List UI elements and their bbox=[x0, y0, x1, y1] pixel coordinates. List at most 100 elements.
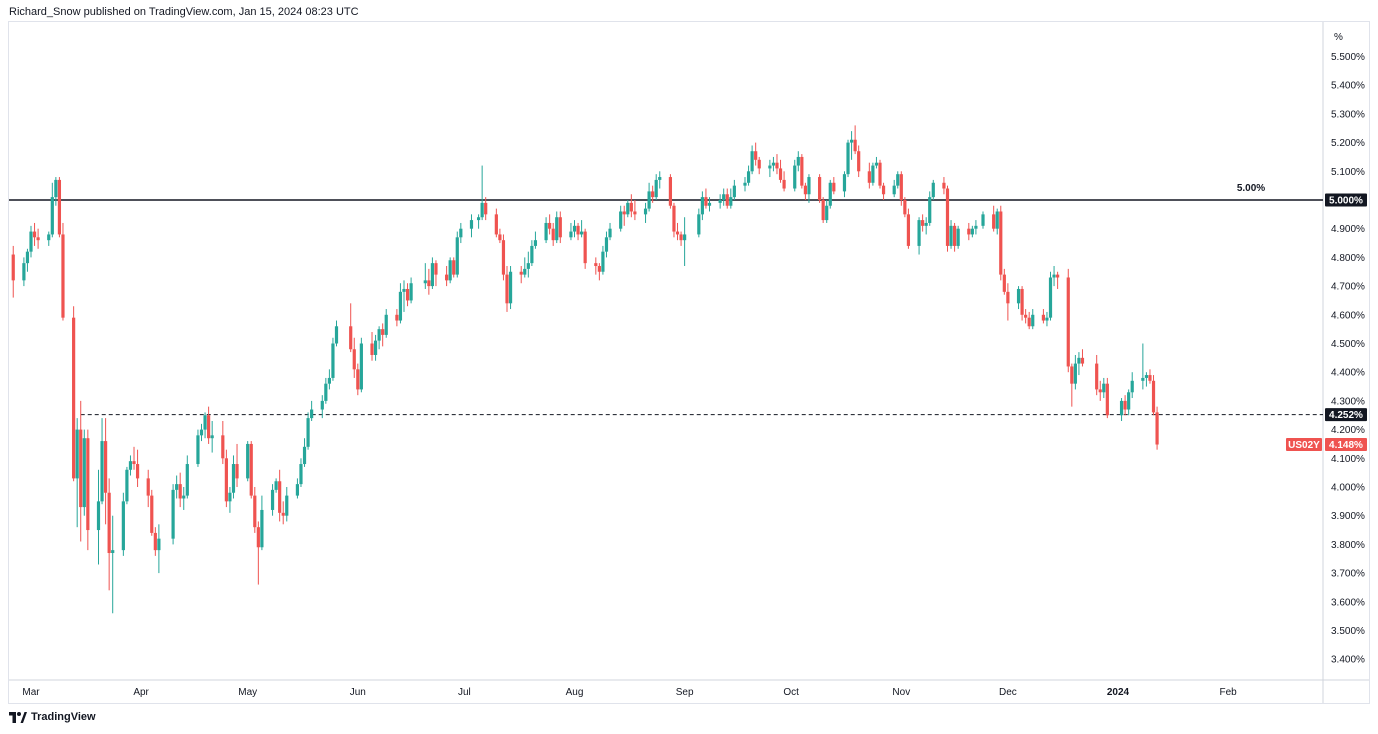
candle-body bbox=[228, 492, 232, 502]
candle-body bbox=[626, 202, 630, 215]
candle-body bbox=[103, 441, 108, 493]
candle-body bbox=[57, 179, 62, 235]
candle-body bbox=[800, 156, 804, 186]
candle-body bbox=[867, 171, 871, 183]
candle-body bbox=[924, 222, 928, 226]
price-axis: 3.400% 3.500% 3.600% 3.700% 3.800% 3.900% 4.00… bbox=[1331, 32, 1365, 666]
five-percent-label: 5.00% bbox=[1237, 183, 1265, 194]
candle-body bbox=[896, 174, 900, 186]
candle-body bbox=[668, 177, 673, 206]
candle-body bbox=[853, 139, 857, 152]
five-percent-axis-tag-bg bbox=[1325, 193, 1367, 207]
candle-body bbox=[1016, 288, 1021, 304]
y-tick-label: 4.900% bbox=[1331, 224, 1365, 235]
x-tick-label: Apr bbox=[133, 687, 149, 698]
candle-body bbox=[530, 245, 534, 264]
x-tick-label: Jun bbox=[350, 687, 366, 698]
level-lines: 5.00% bbox=[9, 183, 1323, 416]
candle-body bbox=[1123, 400, 1127, 410]
candle-body bbox=[672, 205, 676, 232]
x-tick-label: Aug bbox=[566, 687, 584, 698]
candle-body bbox=[874, 162, 879, 166]
candle-body bbox=[1155, 412, 1159, 445]
candle-body bbox=[125, 469, 129, 502]
candle-body bbox=[352, 349, 356, 370]
x-tick-label: Nov bbox=[892, 687, 910, 698]
candle-body bbox=[146, 478, 150, 496]
candle-body bbox=[32, 231, 37, 238]
y-unit-label: % bbox=[1334, 32, 1343, 43]
candle-body bbox=[295, 484, 300, 496]
candle-body bbox=[132, 461, 136, 465]
candle-body bbox=[185, 464, 189, 496]
candle-body bbox=[1048, 277, 1053, 318]
candle-body bbox=[1119, 400, 1124, 416]
y-tick-label: 3.400% bbox=[1331, 655, 1365, 666]
candle-body bbox=[1045, 317, 1049, 321]
last-price-axis-tag-bg bbox=[1325, 438, 1367, 452]
candle-body bbox=[633, 211, 637, 215]
candle-body bbox=[82, 438, 86, 508]
x-tick-label: 2024 bbox=[1107, 687, 1130, 698]
chart-frame bbox=[8, 21, 1370, 704]
candle-body bbox=[619, 211, 623, 229]
candle-body bbox=[725, 194, 729, 206]
candle-body bbox=[771, 162, 776, 166]
y-tick-label: 5.300% bbox=[1331, 109, 1365, 120]
candle-body bbox=[135, 464, 140, 479]
candle-body bbox=[548, 222, 552, 229]
candle-body bbox=[231, 464, 236, 493]
candle-body bbox=[398, 291, 403, 321]
candle-body bbox=[807, 177, 811, 195]
candle-body bbox=[402, 288, 406, 292]
y-tick-label: 3.900% bbox=[1331, 511, 1365, 522]
candle-body bbox=[569, 231, 573, 238]
candle-body bbox=[409, 283, 413, 301]
candle-body bbox=[480, 202, 484, 218]
candle-body bbox=[952, 225, 957, 246]
candle-body bbox=[86, 438, 90, 531]
candle-body bbox=[107, 492, 111, 554]
candle-body bbox=[430, 263, 435, 287]
candle-body bbox=[608, 228, 612, 238]
candle-body bbox=[249, 443, 253, 496]
candle-body bbox=[11, 254, 15, 281]
candle-body bbox=[576, 225, 580, 235]
candle-body bbox=[999, 211, 1003, 275]
candle-body bbox=[61, 234, 65, 318]
candle-body bbox=[207, 415, 211, 439]
candle-body bbox=[526, 263, 530, 269]
candle-body bbox=[1148, 375, 1152, 381]
candle-body bbox=[1144, 375, 1149, 378]
x-tick-label: Oct bbox=[783, 687, 799, 698]
candle-body bbox=[700, 197, 704, 215]
y-tick-label: 3.600% bbox=[1331, 597, 1365, 608]
price-tags: 5.000% 4.252% 4.148% US02Y bbox=[1286, 193, 1367, 452]
candle-body bbox=[1006, 291, 1010, 304]
candle-body bbox=[921, 220, 925, 226]
candle-body bbox=[1151, 380, 1156, 413]
candle-body bbox=[743, 182, 747, 186]
candle-body bbox=[171, 489, 175, 539]
candle-body bbox=[1002, 274, 1006, 292]
candle-body bbox=[1041, 314, 1046, 321]
candle-body bbox=[974, 225, 978, 229]
candle-body bbox=[484, 202, 488, 215]
candle-body bbox=[949, 225, 953, 246]
candle-body bbox=[377, 329, 381, 341]
candle-body bbox=[647, 191, 651, 209]
candle-body bbox=[995, 211, 999, 229]
candle-body bbox=[992, 214, 996, 229]
candle-body bbox=[395, 314, 399, 321]
candle-body bbox=[274, 481, 278, 490]
candle-body bbox=[643, 208, 648, 215]
y-tick-label: 4.500% bbox=[1331, 339, 1365, 350]
candle-body bbox=[732, 185, 736, 198]
candle-body bbox=[1020, 288, 1024, 315]
candle-body bbox=[246, 443, 250, 479]
candle-body bbox=[818, 177, 822, 200]
candle-body bbox=[871, 165, 875, 183]
candle-body bbox=[405, 288, 410, 301]
candle-body bbox=[157, 538, 161, 551]
